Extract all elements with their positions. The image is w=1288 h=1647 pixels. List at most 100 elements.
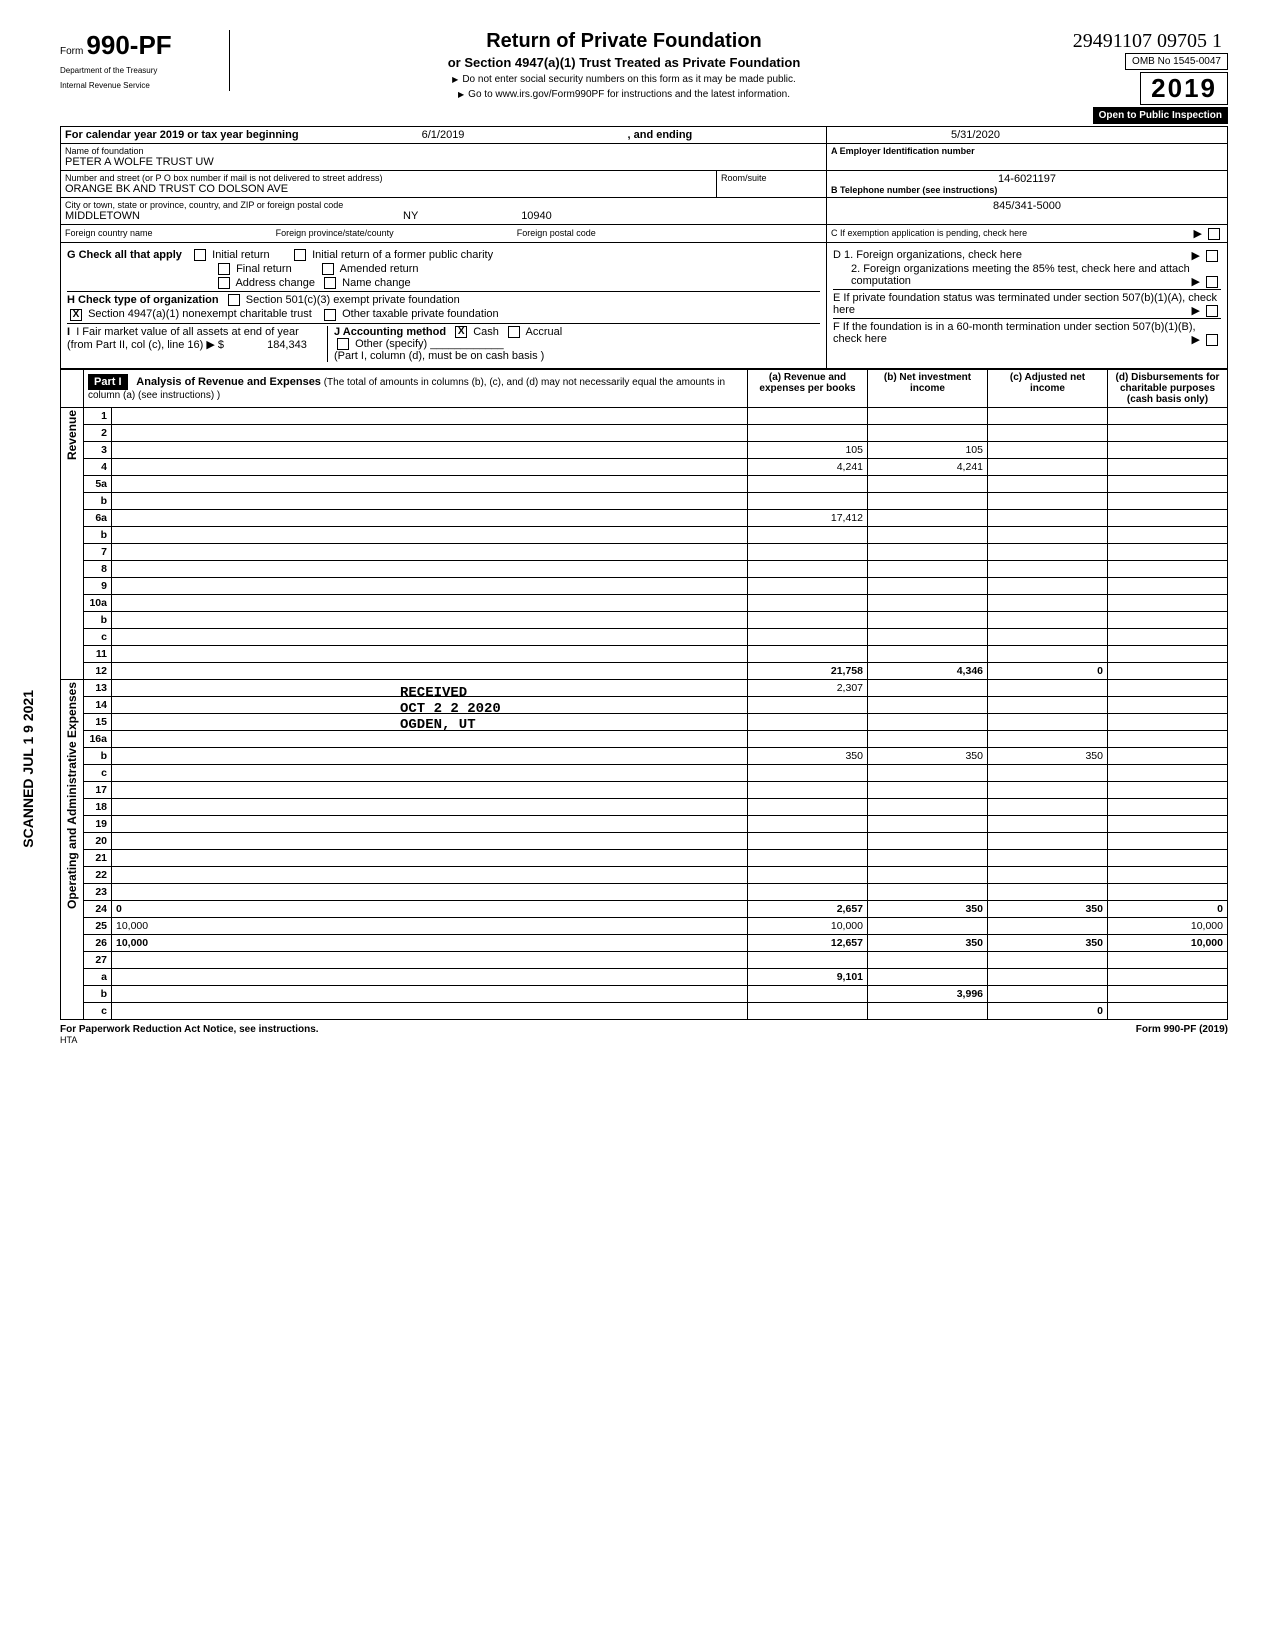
- amount-cell: [748, 866, 868, 883]
- amount-cell: [988, 883, 1108, 900]
- tax-year: 2019: [1140, 72, 1228, 105]
- chk-4947[interactable]: [70, 309, 82, 321]
- line-number: 21: [84, 849, 112, 866]
- line-number: 27: [84, 951, 112, 968]
- footer-left: For Paperwork Reduction Act Notice, see …: [60, 1024, 319, 1035]
- line-desc: [112, 560, 748, 577]
- line-number: 13: [84, 679, 112, 696]
- amount-cell: [748, 526, 868, 543]
- foreign-postal-label: Foreign postal code: [517, 228, 596, 238]
- chk-e[interactable]: [1206, 305, 1218, 317]
- line-number: c: [84, 1002, 112, 1019]
- amount-cell: 4,241: [748, 458, 868, 475]
- chk-d2[interactable]: [1206, 276, 1218, 288]
- amount-cell: [1108, 951, 1228, 968]
- amount-cell: [988, 611, 1108, 628]
- amount-cell: [1108, 968, 1228, 985]
- amount-cell: [988, 713, 1108, 730]
- chk-initial[interactable]: [194, 249, 206, 261]
- chk-final[interactable]: [218, 263, 230, 275]
- line-desc: [112, 883, 748, 900]
- chk-address[interactable]: [218, 277, 230, 289]
- amount-cell: [988, 730, 1108, 747]
- amount-cell: [988, 917, 1108, 934]
- chk-cash[interactable]: [455, 326, 467, 338]
- amount-cell: [868, 696, 988, 713]
- amount-cell: [1108, 458, 1228, 475]
- amount-cell: [1108, 730, 1228, 747]
- table-row: b: [61, 492, 1228, 509]
- dept-line2: Internal Revenue Service: [60, 82, 221, 91]
- amount-cell: [988, 526, 1108, 543]
- amount-cell: [868, 594, 988, 611]
- i-label: I Fair market value of all assets at end…: [67, 326, 299, 351]
- table-row: 2610,00012,65735035010,000: [61, 934, 1228, 951]
- form-number: 990-PF: [86, 30, 171, 60]
- chk-amended[interactable]: [322, 263, 334, 275]
- table-row: Revenue1: [61, 407, 1228, 424]
- line-desc: [112, 815, 748, 832]
- amount-cell: [988, 798, 1108, 815]
- line-desc: [112, 798, 748, 815]
- table-row: 21: [61, 849, 1228, 866]
- i-arrow: ▶ $: [206, 339, 224, 351]
- amount-cell: [988, 594, 1108, 611]
- line-desc: [112, 407, 748, 424]
- table-row: 1221,7584,3460: [61, 662, 1228, 679]
- line-desc: [112, 475, 748, 492]
- amount-cell: 0: [988, 662, 1108, 679]
- chk-d1[interactable]: [1206, 250, 1218, 262]
- chk-other-method[interactable]: [337, 338, 349, 350]
- ein-label: A Employer Identification number: [831, 146, 1223, 156]
- title-box: Return of Private Foundation or Section …: [230, 30, 1018, 100]
- chk-accrual[interactable]: [508, 326, 520, 338]
- amount-cell: [868, 764, 988, 781]
- chk-name-change[interactable]: [324, 277, 336, 289]
- amount-cell: [1108, 747, 1228, 764]
- chk-f[interactable]: [1206, 334, 1218, 346]
- foreign-province-label: Foreign province/state/county: [276, 228, 394, 238]
- amount-cell: [748, 577, 868, 594]
- amount-cell: [748, 832, 868, 849]
- amount-cell: [1108, 985, 1228, 1002]
- line-number: b: [84, 747, 112, 764]
- line-number: 9: [84, 577, 112, 594]
- line-number: 24: [84, 900, 112, 917]
- amount-cell: [868, 407, 988, 424]
- line-number: 20: [84, 832, 112, 849]
- amount-cell: 17,412: [748, 509, 868, 526]
- chk-501c3[interactable]: [228, 294, 240, 306]
- amount-cell: [1108, 696, 1228, 713]
- amount-cell: [748, 696, 868, 713]
- line-desc: [112, 764, 748, 781]
- table-row: c: [61, 628, 1228, 645]
- form-page: SCANNED JUL 1 9 2021 Form 990-PF Departm…: [60, 30, 1228, 1045]
- amount-cell: [748, 951, 868, 968]
- amount-cell: [1108, 424, 1228, 441]
- line-desc: [112, 509, 748, 526]
- amount-cell: [748, 883, 868, 900]
- amount-cell: [748, 475, 868, 492]
- amount-cell: [748, 424, 868, 441]
- amount-cell: 350: [748, 747, 868, 764]
- amount-cell: 4,241: [868, 458, 988, 475]
- table-row: 44,2414,241: [61, 458, 1228, 475]
- table-row: 3105105: [61, 441, 1228, 458]
- amount-cell: [1108, 560, 1228, 577]
- period-end-label: , and ending: [628, 129, 693, 141]
- c-checkbox[interactable]: [1208, 228, 1220, 240]
- table-row: 7: [61, 543, 1228, 560]
- street-label: Number and street (or P O box number if …: [65, 173, 712, 183]
- table-row: 27: [61, 951, 1228, 968]
- chk-initial-former[interactable]: [294, 249, 306, 261]
- col-c-header: (c) Adjusted net income: [988, 369, 1108, 407]
- amount-cell: [988, 441, 1108, 458]
- amount-cell: [988, 645, 1108, 662]
- line-number: 10a: [84, 594, 112, 611]
- line-number: 18: [84, 798, 112, 815]
- amount-cell: [988, 492, 1108, 509]
- amount-cell: [1108, 594, 1228, 611]
- chk-other-taxable[interactable]: [324, 309, 336, 321]
- table-row: Operating and Administrative Expenses132…: [61, 679, 1228, 696]
- amount-cell: 3,996: [868, 985, 988, 1002]
